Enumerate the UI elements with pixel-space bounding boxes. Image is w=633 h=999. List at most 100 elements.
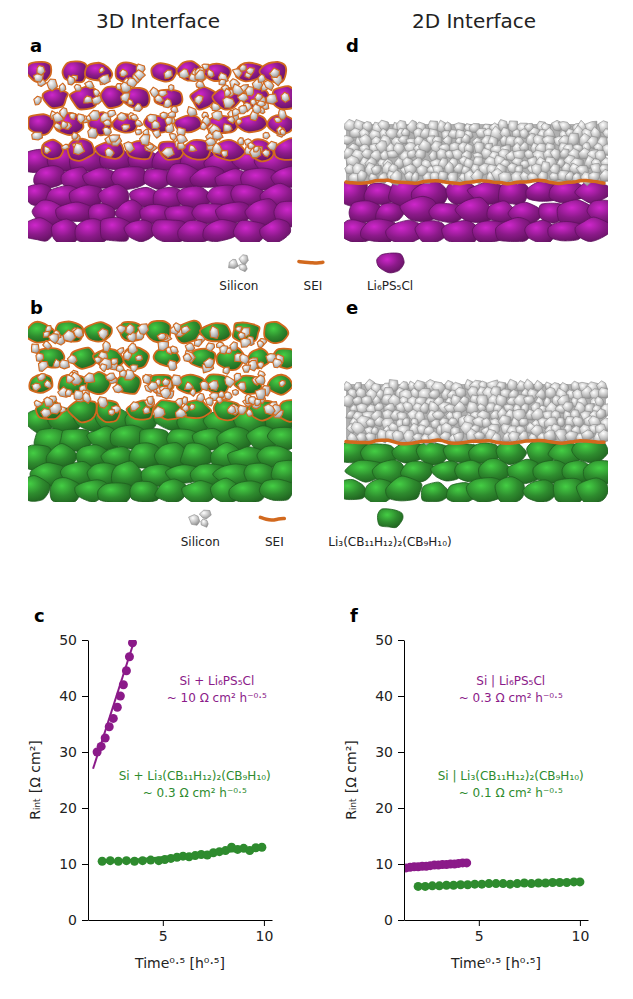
data-point [113, 703, 122, 712]
silicon-particle [181, 326, 190, 334]
electrolyte-particle [68, 400, 97, 422]
silicon-particle [255, 93, 263, 100]
silicon-particle [103, 120, 112, 126]
series-label: Si | Li₃(CB₁₁H₁₂)₂(CB₉H₁₀) [438, 769, 584, 783]
silicon-particle [219, 79, 226, 85]
x-tick-label: 5 [475, 928, 484, 944]
y-tick-mark [398, 696, 404, 697]
silicon-particle [84, 373, 95, 383]
x-tick-mark [580, 920, 581, 926]
silicon-particle [210, 326, 219, 339]
silicon-particle [164, 70, 172, 79]
silicon-particle [195, 95, 203, 105]
silicon-particle [176, 134, 187, 143]
silicon-particle [60, 108, 68, 119]
data-point [146, 856, 155, 865]
data-point [109, 714, 118, 723]
silicon-particle [63, 330, 75, 342]
silicon-particle [204, 358, 214, 368]
y-tick: 10 [59, 856, 88, 872]
silicon-particle [242, 365, 250, 372]
illustration [28, 61, 292, 242]
y-tick-label: 40 [59, 688, 77, 704]
electrolyte-particle [68, 139, 95, 161]
panel-letter: d [346, 35, 359, 56]
y-tick-label: 10 [59, 856, 77, 872]
silicon-particle [105, 373, 115, 381]
silicon-particle [269, 68, 279, 78]
electrolyte-particle [260, 219, 291, 242]
data-point [98, 857, 107, 866]
series-annotation: ~ 0.3 Ω cm² h⁻⁰·⁵ [143, 786, 247, 800]
silicon-particle [273, 359, 282, 368]
silicon-particle [54, 123, 62, 131]
silicon-particle [357, 170, 366, 182]
data-point [462, 858, 471, 867]
electrolyte-particle [29, 374, 52, 393]
silicon-particle [258, 74, 266, 82]
x-tick-label: 5 [159, 928, 168, 944]
x-axis: 510 [89, 920, 274, 944]
silicon-particle [103, 126, 112, 135]
silicon-particle [74, 84, 81, 91]
y-tick-mark [398, 808, 404, 809]
silicon-particle [387, 151, 399, 158]
legend-sei [260, 517, 284, 520]
electrolyte-particle [421, 482, 450, 502]
silicon-particle [105, 147, 114, 157]
silicon-particle [135, 355, 142, 361]
silicon-particle [124, 142, 135, 153]
y-tick-label: 0 [68, 912, 77, 928]
legend-electrolyte [377, 509, 403, 528]
legend-label: SEI [304, 279, 323, 293]
silicon-particle [160, 388, 171, 399]
silicon-particle [61, 120, 68, 128]
silicon-particle [519, 418, 528, 426]
silicon-particle [223, 367, 229, 374]
silicon-particle [183, 353, 192, 361]
silicon-particle [135, 119, 143, 126]
silicon-particle [205, 398, 213, 406]
silicon-particle [412, 172, 419, 183]
y-tick-mark [82, 696, 88, 697]
legend-label: Silicon [181, 535, 220, 549]
y-tick: 50 [59, 632, 88, 648]
silicon-particle [147, 396, 154, 405]
silicon-particle [224, 392, 232, 400]
silicon-particle [238, 138, 244, 145]
legend-label: Li₆PS₅Cl [367, 279, 413, 293]
silicon-particle [239, 264, 248, 272]
silicon-particle [189, 145, 197, 152]
legend: Silicon SEI Li₆PS₅Cl [219, 253, 413, 293]
silicon-particle [152, 120, 160, 128]
silicon-particle [100, 364, 107, 372]
electrolyte-particle [98, 483, 133, 502]
silicon-particle [128, 99, 134, 105]
silicon-particle [117, 113, 127, 122]
y-tick-mark [398, 640, 404, 641]
electrolyte-particle [84, 322, 111, 341]
electrolyte-particle [344, 479, 366, 499]
silicon-particle [206, 343, 215, 352]
silicon-particle [84, 96, 93, 103]
electrolyte-particle [56, 202, 94, 221]
electrolyte-particle [42, 140, 64, 159]
silicon-particle [99, 75, 111, 85]
y-tick-mark [398, 920, 404, 921]
silicon-particle [239, 64, 246, 71]
x-tick: 5 [475, 920, 484, 944]
legend-label: Silicon [219, 279, 258, 293]
silicon-particle [98, 328, 108, 340]
electrolyte-particle [264, 322, 288, 343]
data-point [128, 640, 137, 647]
silicon-particle [232, 390, 238, 396]
data-point [119, 680, 128, 689]
silicon-particle [375, 403, 385, 412]
silicon-particle [161, 148, 174, 158]
y-tick-label: 40 [375, 688, 393, 704]
silicon-particle [65, 389, 72, 396]
y-tick-label: 0 [384, 912, 393, 928]
silicon-particle [77, 114, 85, 124]
panel-letter: c [34, 605, 45, 626]
silicon-particle [227, 405, 236, 414]
